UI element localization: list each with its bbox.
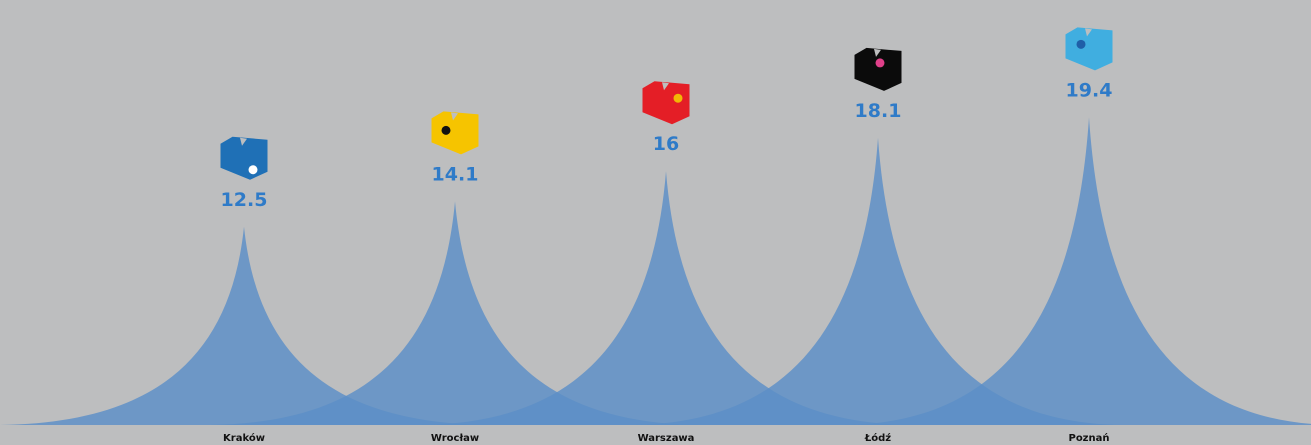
peak-warszawa [421, 171, 911, 425]
red-cube-yellow-dot-icon [642, 81, 690, 125]
peak-lodz [633, 137, 1123, 425]
peaks-layer [0, 117, 1311, 425]
light-blue-cube-dark-dot-icon [1065, 27, 1113, 71]
black-cube-pink-dot-icon [854, 47, 902, 91]
value-label-warszawa: 16 [653, 133, 679, 155]
blue-cube-white-dot-icon [220, 136, 268, 180]
value-label-lodz: 18.1 [855, 100, 902, 122]
category-label-poznan: Poznań [1068, 432, 1109, 444]
value-label-poznan: 19.4 [1066, 79, 1113, 101]
value-label-wroclaw: 14.1 [432, 163, 479, 185]
yellow-cube-black-dot-icon [431, 111, 479, 155]
value-label-krakow: 12.5 [221, 189, 268, 211]
category-label-warszawa: Warszawa [638, 433, 695, 444]
peak-wroclaw [210, 201, 700, 425]
markers-layer [220, 27, 1113, 180]
category-label-krakow: Kraków [223, 432, 265, 444]
category-label-lodz: Łódź [864, 432, 891, 444]
labels-layer: 12.5 Kraków 14.1 Wrocław 16 Warszawa 18.1 Łódź 1… [221, 79, 1113, 444]
category-label-wroclaw: Wrocław [431, 433, 479, 444]
peak-krakow [0, 226, 489, 425]
peak-poznan [844, 117, 1311, 425]
